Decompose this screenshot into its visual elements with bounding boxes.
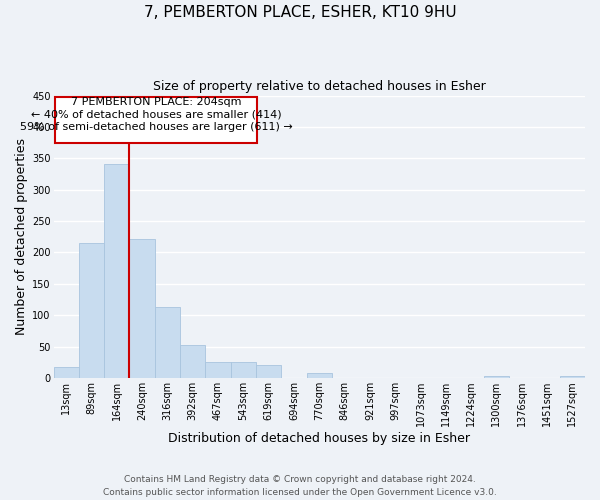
Title: Size of property relative to detached houses in Esher: Size of property relative to detached ho… [153,80,485,93]
Bar [560,376,585,378]
Bar [205,362,231,378]
Text: 59% of semi-detached houses are larger (611) →: 59% of semi-detached houses are larger (… [20,122,292,132]
Bar [256,366,281,378]
X-axis label: Distribution of detached houses by size in Esher: Distribution of detached houses by size … [168,432,470,445]
Text: ← 40% of detached houses are smaller (414): ← 40% of detached houses are smaller (41… [31,110,281,120]
Bar [53,366,79,378]
Bar [79,243,104,378]
Text: 7, PEMBERTON PLACE, ESHER, KT10 9HU: 7, PEMBERTON PLACE, ESHER, KT10 9HU [143,5,457,20]
Text: Contains HM Land Registry data © Crown copyright and database right 2024.: Contains HM Land Registry data © Crown c… [124,476,476,484]
FancyBboxPatch shape [55,98,257,142]
Bar [307,373,332,378]
Bar [231,362,256,378]
Text: 7 PEMBERTON PLACE: 204sqm: 7 PEMBERTON PLACE: 204sqm [71,97,241,107]
Y-axis label: Number of detached properties: Number of detached properties [15,138,28,336]
Bar [155,307,180,378]
Text: Contains public sector information licensed under the Open Government Licence v3: Contains public sector information licen… [103,488,497,497]
Bar [104,164,130,378]
Bar [180,345,205,378]
Bar [130,238,155,378]
Bar [484,376,509,378]
